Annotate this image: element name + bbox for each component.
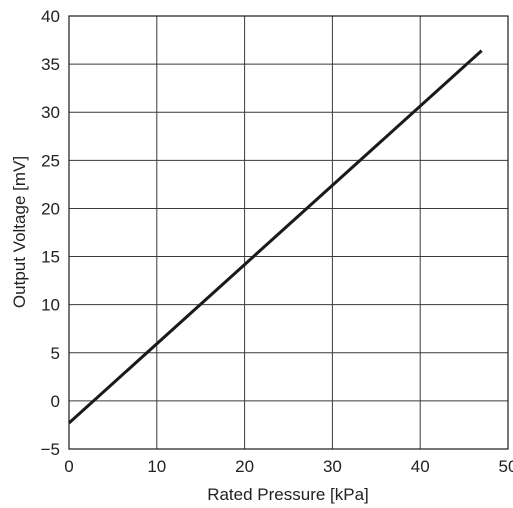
y-tick-label: 15 bbox=[41, 248, 60, 267]
grid bbox=[69, 16, 508, 449]
y-tick-label: 0 bbox=[51, 392, 60, 411]
y-tick-label: 40 bbox=[41, 7, 60, 26]
y-tick-label: 30 bbox=[41, 103, 60, 122]
x-tick-label: 30 bbox=[323, 457, 342, 476]
y-tick-label: 25 bbox=[41, 151, 60, 170]
x-tick-label: 20 bbox=[235, 457, 254, 476]
x-tick-labels: 0 10 20 30 40 50 bbox=[64, 457, 513, 476]
series-layer bbox=[67, 49, 483, 425]
y-tick-label: 10 bbox=[41, 296, 60, 315]
y-tick-label: −5 bbox=[41, 440, 60, 459]
x-tick-label: 0 bbox=[64, 457, 73, 476]
y-axis-label: Output Voltage [mV] bbox=[10, 156, 29, 308]
x-tick-label: 10 bbox=[147, 457, 166, 476]
y-tick-label: 20 bbox=[41, 199, 60, 218]
y-tick-label: 5 bbox=[51, 344, 60, 363]
y-tick-label: 35 bbox=[41, 55, 60, 74]
x-axis-label: Rated Pressure [kPa] bbox=[207, 485, 369, 504]
x-tick-label: 50 bbox=[499, 457, 513, 476]
x-tick-label: 40 bbox=[411, 457, 430, 476]
plot-frame bbox=[68, 15, 509, 450]
y-tick-labels: −5 0 5 10 15 20 25 30 35 40 bbox=[41, 7, 60, 459]
plot-area bbox=[69, 16, 508, 449]
series-line bbox=[67, 49, 483, 425]
